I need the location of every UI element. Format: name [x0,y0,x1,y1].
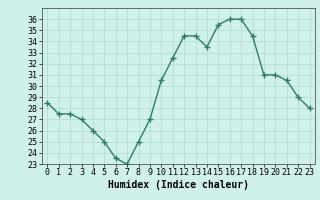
X-axis label: Humidex (Indice chaleur): Humidex (Indice chaleur) [108,180,249,190]
